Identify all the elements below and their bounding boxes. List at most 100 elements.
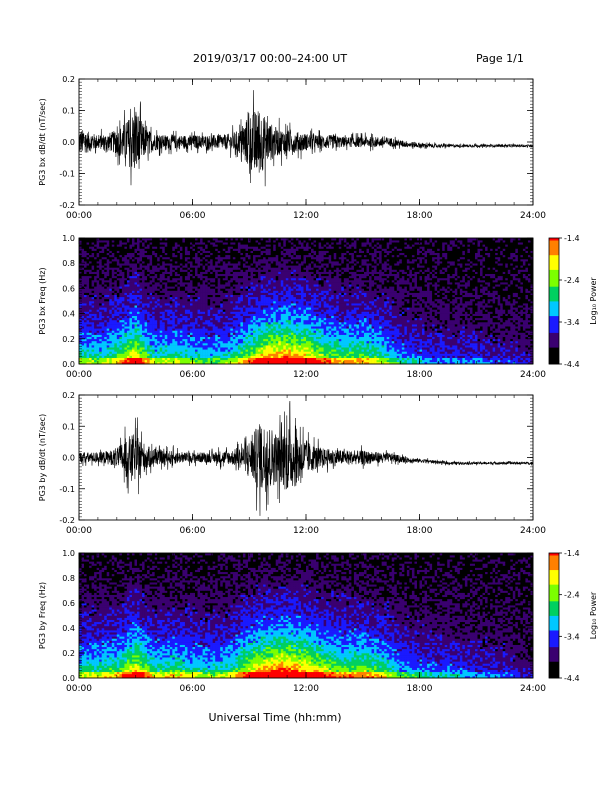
heatmap-cell — [253, 315, 256, 319]
heatmap-cell — [260, 290, 264, 293]
heatmap-cell — [134, 240, 138, 243]
heatmap-cell — [255, 326, 259, 329]
heatmap-cell — [131, 261, 135, 264]
heatmap-cell — [222, 319, 226, 323]
heatmap-cell — [247, 347, 251, 350]
heatmap-cell — [253, 242, 256, 245]
heatmap-cell — [114, 340, 118, 344]
heatmap-cell — [182, 359, 186, 363]
heatmap-cell — [253, 296, 256, 300]
heatmap-cell — [147, 307, 150, 310]
heatmap-cell — [192, 357, 196, 361]
heatmap-cell — [247, 265, 251, 268]
heatmap-cell — [86, 275, 90, 279]
heatmap-cell — [227, 347, 231, 350]
heatmap-cell — [182, 259, 186, 262]
heatmap-cell — [99, 319, 102, 323]
heatmap-cell — [215, 240, 219, 243]
heatmap-cell — [124, 269, 128, 272]
heatmap-cell — [106, 340, 110, 344]
heatmap-cell — [240, 324, 244, 327]
heatmap-cell — [202, 330, 206, 333]
heatmap-cell — [137, 286, 140, 289]
heatmap-cell — [258, 248, 261, 251]
heatmap-cell — [245, 292, 249, 295]
heatmap-cell — [217, 303, 221, 306]
heatmap-cell — [222, 309, 226, 312]
heatmap-cell — [167, 248, 171, 251]
heatmap-cell — [81, 288, 85, 291]
heatmap-cell — [278, 334, 282, 337]
heatmap-cell — [144, 326, 148, 329]
heatmap-cell — [121, 347, 125, 350]
heatmap-cell — [195, 343, 198, 346]
heatmap-cell — [139, 240, 143, 243]
heatmap-cell — [81, 322, 85, 325]
heatmap-cell — [142, 336, 145, 340]
heatmap-cell — [273, 305, 277, 308]
heatmap-cell — [111, 326, 115, 329]
heatmap-cell — [275, 307, 279, 310]
heatmap-cell — [172, 246, 176, 249]
heatmap-cell — [126, 261, 130, 264]
heatmap-cell — [247, 357, 251, 361]
heatmap-cell — [255, 271, 259, 274]
heatmap-cell — [232, 296, 236, 300]
heatmap-cell — [177, 292, 181, 295]
heatmap-cell — [179, 347, 183, 350]
heatmap-cell — [235, 248, 239, 251]
heatmap-cell — [222, 263, 226, 266]
heatmap-cell — [179, 353, 183, 356]
heatmap-cell — [152, 301, 155, 304]
heatmap-cell — [258, 298, 261, 302]
heatmap-cell — [164, 269, 168, 272]
heatmap-cell — [245, 256, 249, 260]
heatmap-cell — [142, 305, 145, 308]
heatmap-cell — [114, 250, 118, 253]
heatmap-cell — [202, 361, 206, 365]
heatmap-cell — [99, 332, 102, 335]
heatmap-cell — [177, 303, 181, 306]
heatmap-cell — [149, 343, 153, 346]
heatmap-cell — [189, 288, 193, 291]
heatmap-cell — [253, 292, 256, 295]
heatmap-cell — [157, 351, 161, 354]
heatmap-cell — [225, 353, 229, 356]
heatmap-cell — [273, 296, 277, 300]
heatmap-cell — [147, 361, 150, 365]
heatmap-cell — [149, 311, 153, 314]
heatmap-cell — [189, 259, 193, 262]
heatmap-cell — [106, 347, 110, 350]
heatmap-cell — [258, 269, 261, 272]
heatmap-cell — [275, 340, 279, 344]
heatmap-cell — [152, 259, 155, 262]
heatmap-cell — [197, 267, 201, 270]
heatmap-cell — [81, 317, 85, 321]
heatmap-cell — [91, 242, 95, 245]
heatmap-cell — [210, 271, 213, 274]
heatmap-cell — [169, 254, 173, 258]
heatmap-cell — [240, 252, 244, 256]
heatmap-cell — [121, 326, 125, 329]
heatmap-cell — [260, 250, 264, 253]
heatmap-cell — [192, 303, 196, 306]
heatmap-cell — [202, 309, 206, 312]
heatmap-cell — [96, 269, 100, 272]
heatmap-cell — [222, 238, 226, 241]
heatmap-cell — [268, 240, 271, 243]
heatmap-cell — [169, 309, 173, 312]
heatmap-cell — [217, 252, 221, 256]
heatmap-cell — [215, 353, 219, 356]
heatmap-cell — [119, 328, 123, 331]
heatmap-cell — [197, 290, 201, 293]
heatmap-cell — [253, 259, 256, 262]
heatmap-cell — [116, 296, 120, 300]
heatmap-cell — [152, 267, 155, 270]
heatmap-cell — [182, 290, 186, 293]
heatmap-cell — [200, 307, 203, 310]
heatmap-cell — [162, 254, 166, 258]
heatmap-cell — [94, 301, 97, 304]
heatmap-cell — [207, 271, 211, 274]
heatmap-cell — [189, 296, 193, 300]
heatmap-cell — [86, 244, 90, 247]
